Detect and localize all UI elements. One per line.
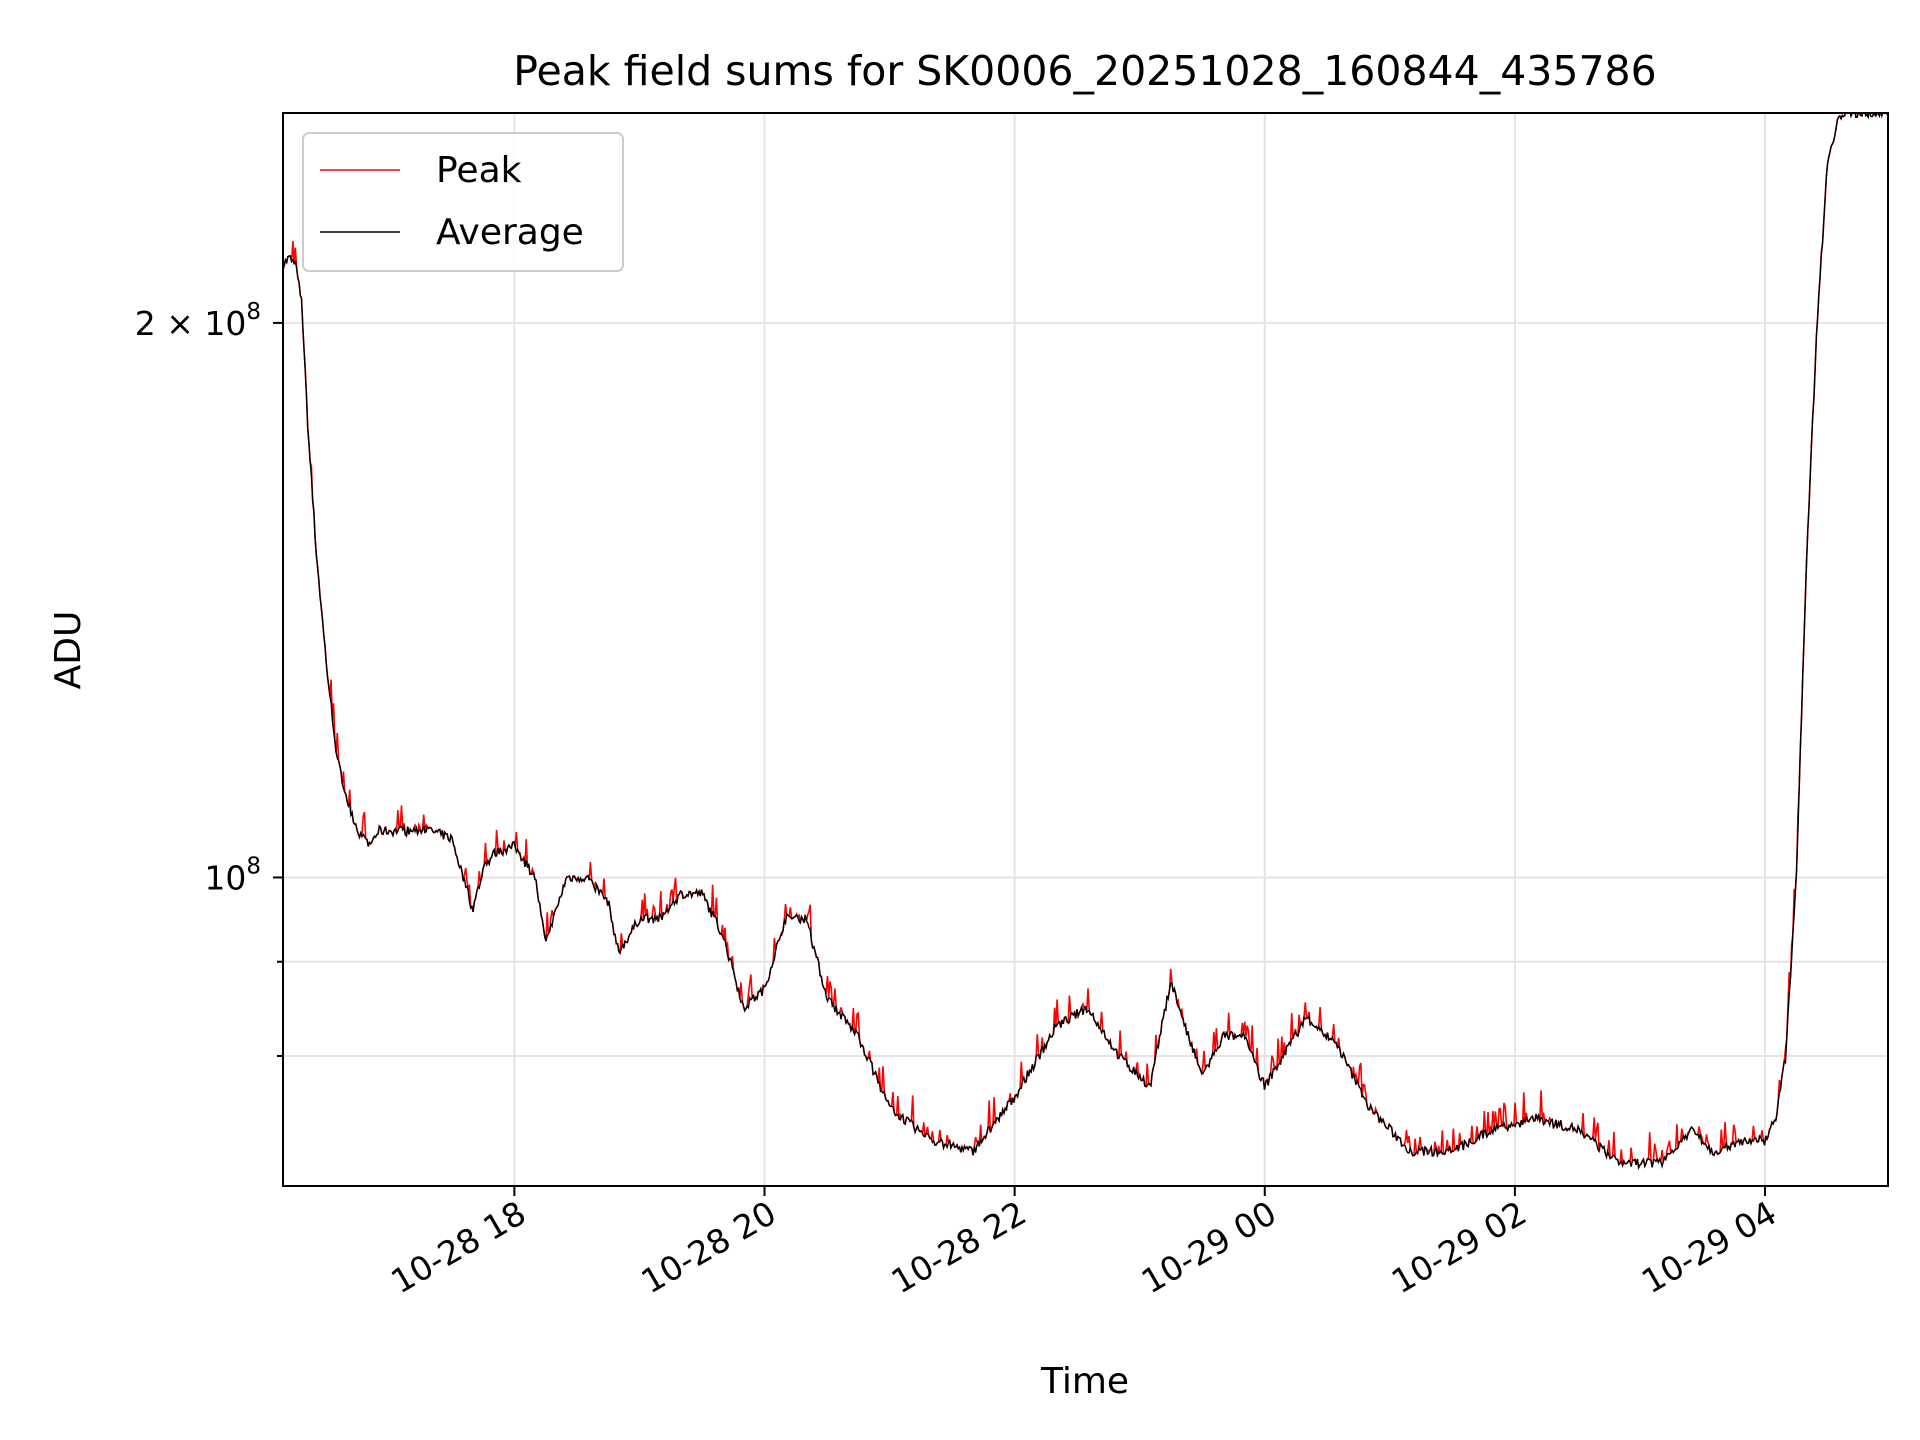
x-axis-label: Time [1040,1361,1129,1402]
series-layer [283,113,1888,1171]
legend-label-average: Average [436,212,584,253]
legend: Peak Average [302,132,624,272]
y-tick-label: 108 [204,853,261,897]
plot-frame [282,112,1889,1187]
chart-title: Peak field sums for SK0006_20251028_1608… [513,47,1656,95]
y-tick-label: 2 × 108 [135,299,261,343]
legend-box [302,132,624,272]
y-tick-label-exponent: 8 [246,853,261,879]
series-line-average [283,113,1888,1170]
y-tick-label-exponent: 8 [246,299,261,325]
y-tick-label-base: 2 × 10 [135,304,247,343]
y-axis-label: ADU [48,611,89,690]
grid [283,113,1888,1186]
y-tick-label-base: 10 [204,858,246,897]
legend-label-peak: Peak [436,150,522,191]
